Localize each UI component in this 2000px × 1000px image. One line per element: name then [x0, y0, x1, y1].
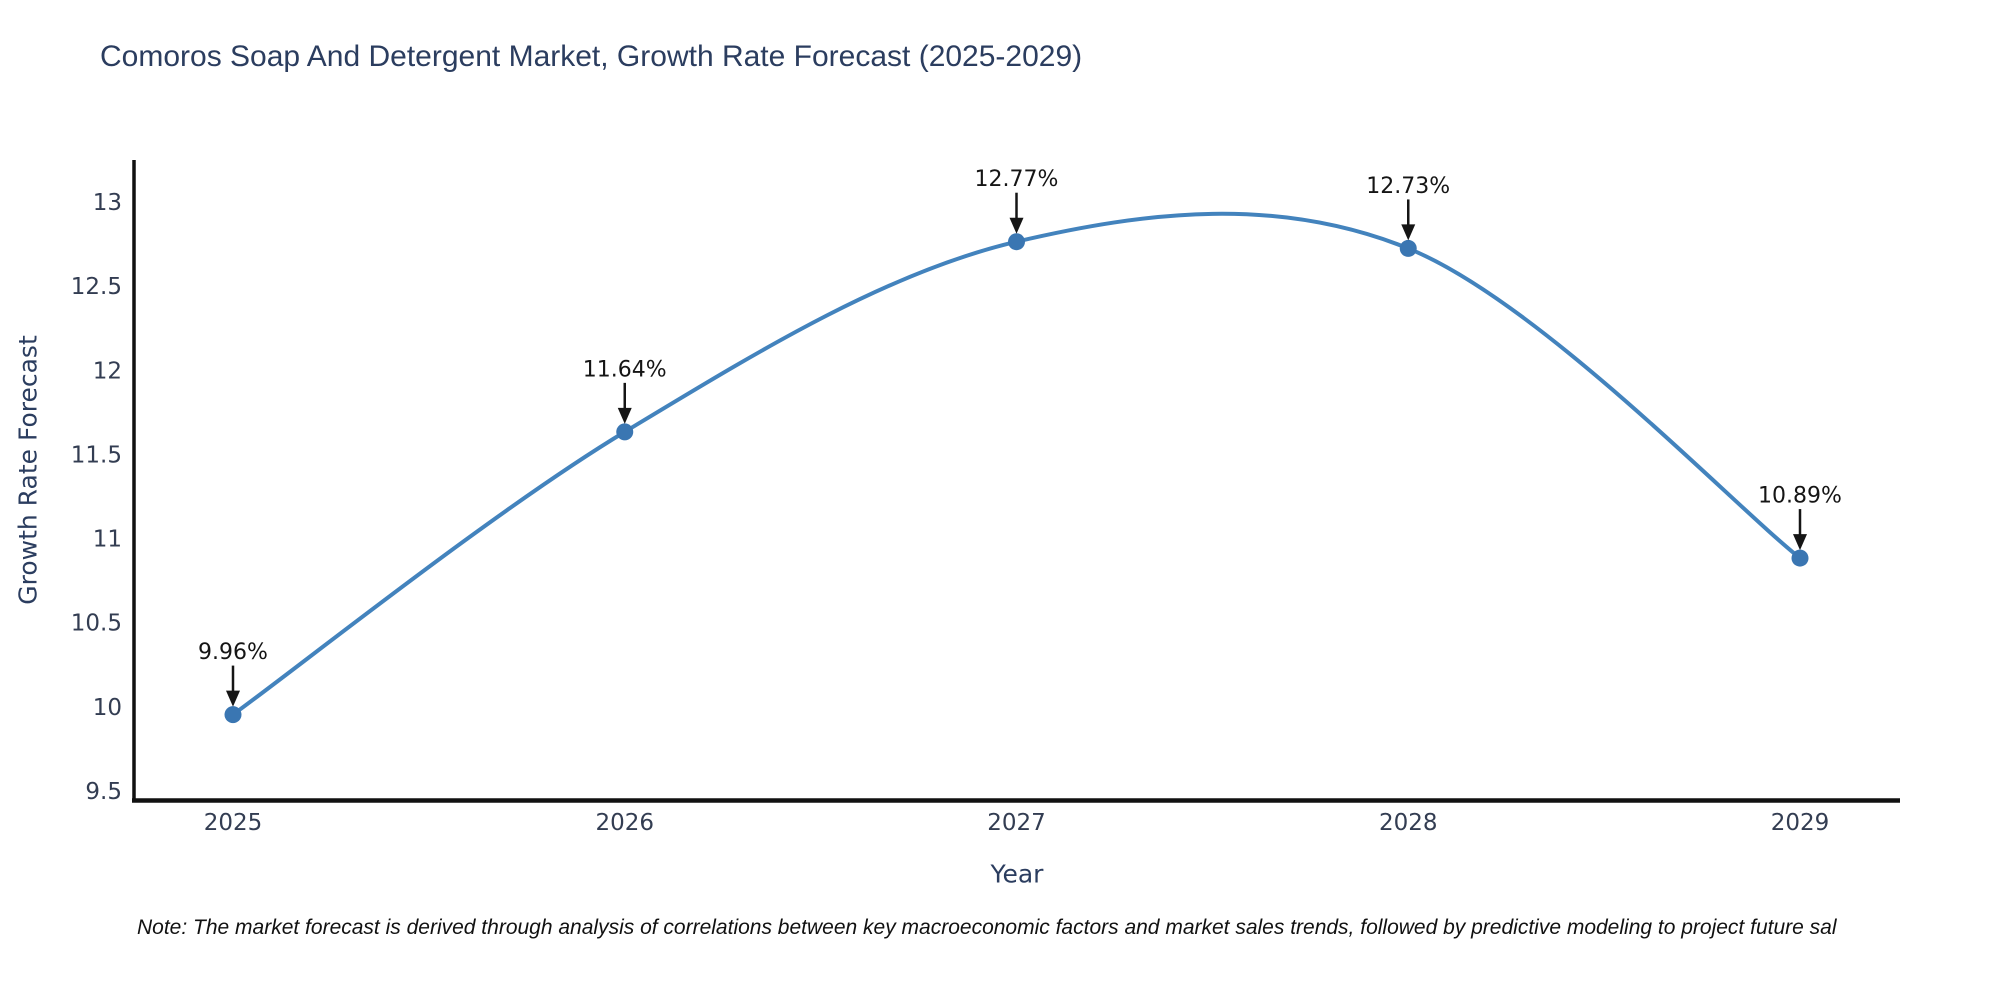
annotation-arrow-head	[1401, 224, 1416, 241]
data-point-label: 9.96%	[198, 640, 268, 665]
annotation-arrow-head	[1793, 534, 1807, 551]
data-point-label: 12.73%	[1366, 174, 1450, 199]
y-tick-label: 9.5	[85, 779, 122, 805]
x-tick-label: 2029	[1771, 810, 1830, 836]
trend-line	[231, 211, 1802, 717]
x-tick-label: 2025	[204, 810, 263, 836]
data-point-label: 12.77%	[975, 167, 1059, 192]
annotation-arrow-head	[617, 407, 632, 424]
footnote: Note: The market forecast is derived thr…	[137, 916, 1837, 939]
y-tick-label: 10.5	[71, 611, 122, 637]
y-tick-label: 12	[93, 358, 122, 384]
data-point-marker[interactable]	[1008, 233, 1025, 251]
x-axis-label: Year	[990, 860, 1045, 889]
data-point-marker[interactable]	[1399, 239, 1417, 257]
y-axis-label: Growth Rate Forecast	[14, 335, 43, 605]
y-tick-label: 11.5	[71, 442, 122, 468]
annotation-arrow-head	[226, 690, 240, 707]
y-tick-label: 13	[93, 190, 122, 216]
data-point-marker[interactable]	[616, 423, 634, 441]
y-tick-label: 12.5	[71, 274, 122, 300]
data-point-marker[interactable]	[1791, 549, 1809, 567]
x-tick-label: 2028	[1379, 810, 1438, 836]
chart-title: Comoros Soap And Detergent Market, Growt…	[100, 40, 1083, 73]
x-tick-label: 2027	[987, 810, 1046, 836]
y-tick-label: 11	[93, 527, 122, 553]
data-point-label: 10.89%	[1758, 484, 1842, 509]
y-tick-label: 10	[93, 695, 122, 721]
x-tick-label: 2026	[595, 810, 654, 836]
data-point-label: 11.64%	[583, 357, 667, 382]
data-point-marker[interactable]	[224, 706, 242, 724]
annotation-arrow-head	[1009, 217, 1024, 234]
